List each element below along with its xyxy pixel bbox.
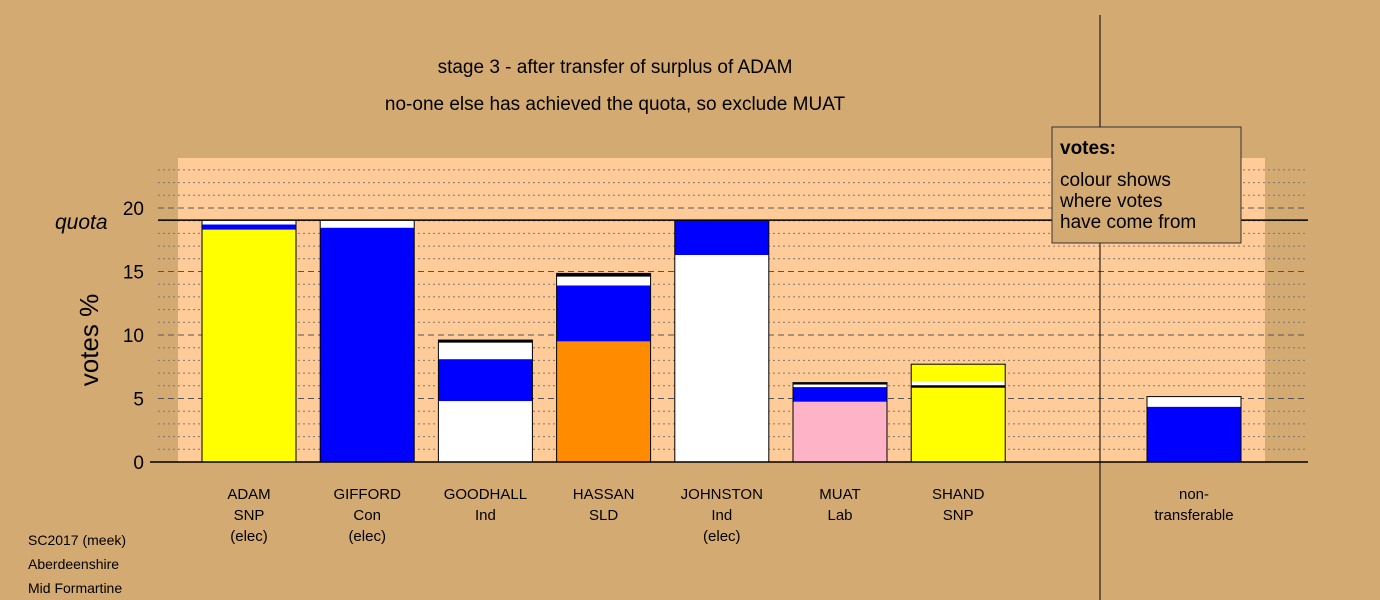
legend-title: votes: [1060, 138, 1116, 159]
x-label-line: (elec) [703, 528, 741, 545]
x-label-johnston: JOHNSTON Ind (elec) [681, 486, 763, 545]
bar-goodhall [437, 339, 533, 463]
x-label-line: MUAT [819, 486, 860, 503]
bar-segment [320, 220, 415, 228]
bar-segment [438, 401, 533, 462]
y-axis-label: votes % [74, 294, 104, 387]
bar-segment [438, 342, 533, 360]
y-tick-label: 10 [123, 326, 144, 347]
x-label-line: SHAND [932, 486, 985, 503]
x-label-gifford: GIFFORD Con (elec) [333, 486, 401, 545]
footer-line-council: Aberdeenshire [28, 556, 119, 572]
bar-segment [911, 387, 1006, 462]
x-label-line: non- [1179, 486, 1209, 503]
bar-segment [438, 340, 533, 343]
x-label-line: GIFFORD [333, 486, 401, 503]
bar-segment [202, 220, 296, 225]
x-label-line: SNP [943, 507, 974, 524]
bar-segment [438, 359, 533, 402]
bar-segment [911, 385, 1006, 388]
x-label-hassan: HASSAN SLD [573, 486, 635, 524]
bar-segment [1147, 406, 1241, 462]
x-label-line: Con [353, 507, 381, 524]
y-tick-label: 0 [133, 453, 144, 474]
x-label-adam: ADAM SNP (elec) [227, 486, 270, 545]
bar-segment [674, 254, 769, 462]
bar-segment [793, 401, 887, 462]
x-label-nontransferable: non-transferable [1154, 486, 1233, 524]
bar-segment [556, 285, 651, 342]
x-label-line: Ind [475, 507, 496, 524]
footer-line-election: SC2017 (meek) [28, 532, 126, 548]
x-label-line: Lab [827, 507, 852, 524]
x-label-line: Ind [711, 507, 732, 524]
chart-title: stage 3 - after transfer of surplus of A… [438, 57, 793, 78]
bar-segment [793, 382, 887, 385]
y-tick-labels: 0 5 10 15 20 [123, 199, 144, 474]
x-label-line: transferable [1154, 507, 1233, 524]
bar-segment [793, 387, 887, 402]
x-label-muat: MUAT Lab [819, 486, 860, 524]
y-tick-label: 20 [123, 199, 144, 220]
x-label-line: (elec) [348, 528, 386, 545]
bar-johnston [674, 219, 770, 463]
x-label-line: (elec) [230, 528, 268, 545]
legend-line-1: colour shows [1060, 170, 1171, 191]
bars [201, 219, 1242, 463]
bar-hassan [556, 272, 652, 463]
x-label-shand: SHAND SNP [932, 486, 985, 524]
bar-shand [910, 363, 1006, 463]
bar-segment [1147, 396, 1241, 407]
x-axis-labels: ADAM SNP (elec) GIFFORD Con (elec) GOODHALL Ind… [227, 486, 1233, 545]
x-label-line: SLD [589, 507, 618, 524]
legend-line-2: where votes [1059, 191, 1162, 212]
bar-segment [911, 364, 1006, 382]
chart-subtitle: no-one else has achieved the quota, so e… [385, 94, 846, 115]
y-tick-label: 15 [123, 263, 144, 284]
legend: votes: colour shows where votes have com… [1051, 126, 1242, 244]
x-label-line: SNP [234, 507, 265, 524]
legend-line-3: have come from [1060, 212, 1196, 233]
bar-segment [793, 384, 887, 388]
x-label-line: HASSAN [573, 486, 635, 503]
bar-muat [792, 382, 888, 463]
footer-text: SC2017 (meek) Aberdeenshire Mid Formarti… [28, 532, 126, 596]
bar-adam [201, 219, 297, 463]
bar-segment [202, 229, 296, 462]
bar-segment [202, 224, 296, 230]
bar-segment [556, 341, 651, 462]
x-label-line: JOHNSTON [681, 486, 763, 503]
x-label-line: GOODHALL [444, 486, 527, 503]
bar-segment [911, 381, 1006, 386]
bar-segment [320, 227, 415, 462]
y-tick-label: 5 [133, 390, 144, 411]
quota-label: quota [55, 211, 108, 234]
bar-segment [556, 273, 651, 277]
bar-segment [556, 276, 651, 286]
x-label-line: ADAM [227, 486, 270, 503]
bar-segment [674, 220, 769, 255]
x-label-goodhall: GOODHALL Ind [444, 486, 527, 524]
bar-gifford [319, 219, 415, 463]
bar-nontransferable [1146, 396, 1242, 463]
legend-box [1051, 126, 1242, 244]
footer-line-ward: Mid Formartine [28, 580, 122, 596]
